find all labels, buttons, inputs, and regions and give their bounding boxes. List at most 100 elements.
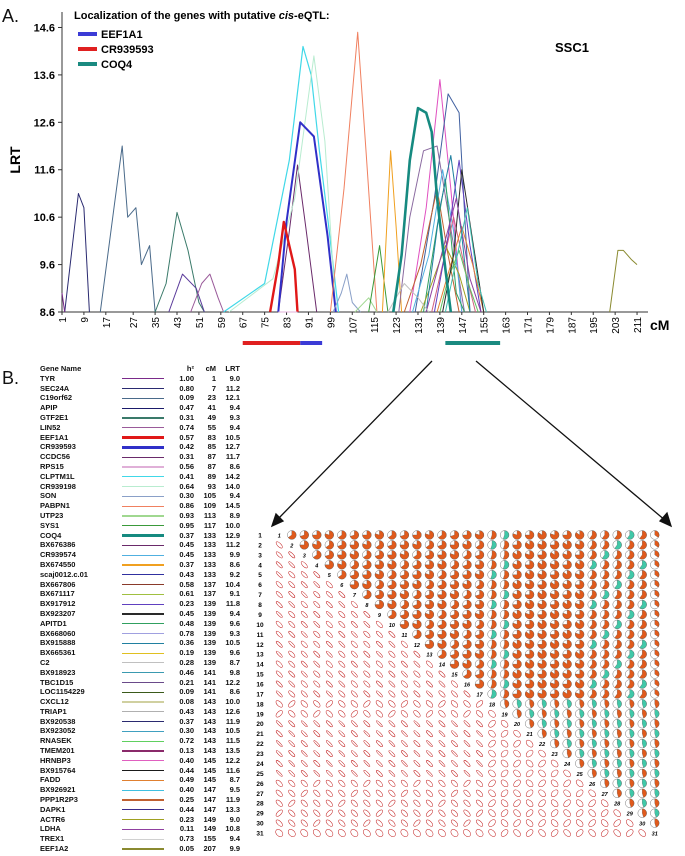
corr-ellipse-cell bbox=[375, 829, 384, 837]
corr-ellipse-cell bbox=[300, 621, 308, 628]
corr-ellipse-cell bbox=[613, 819, 621, 827]
corr-ellipse-cell bbox=[338, 700, 346, 708]
gene-line-swatch bbox=[120, 785, 170, 795]
corr-ellipse-cell bbox=[425, 799, 433, 807]
corr-pie-cell bbox=[487, 570, 497, 580]
corr-pie-cell bbox=[449, 649, 460, 659]
corr-ellipse-cell bbox=[426, 760, 433, 767]
corr-ellipse-cell bbox=[500, 779, 509, 788]
corr-pie-cell bbox=[625, 599, 635, 610]
row-label: 13 bbox=[256, 652, 264, 659]
corr-pie-cell bbox=[637, 629, 647, 639]
corr-pie-cell bbox=[537, 679, 547, 689]
gene-table-header: Gene Name h² cM LRT bbox=[40, 364, 240, 374]
lrt-line-chart: 8.6 9.6 10.6 11.6 12.6 13.6 14.6 1 9 17 27 35 43 51 59… bbox=[7, 10, 669, 345]
corr-ellipse-cell bbox=[275, 551, 283, 559]
gene-cm: 145 bbox=[203, 765, 216, 775]
corr-pie-cell bbox=[462, 570, 472, 580]
corr-pie-cell bbox=[525, 699, 535, 709]
x-tick-label: 99 bbox=[326, 317, 337, 329]
corr-ellipse-cell bbox=[275, 680, 283, 688]
corr-pie-cell bbox=[562, 609, 572, 620]
corr-pie-cell bbox=[449, 540, 460, 550]
corr-pie-cell bbox=[600, 729, 610, 739]
y-tick-label: 9.6 bbox=[40, 260, 55, 272]
corr-pie-cell bbox=[412, 530, 422, 540]
corr-ellipse-cell bbox=[376, 650, 383, 658]
corr-pie-cell bbox=[449, 639, 460, 649]
corr-ellipse-cell bbox=[451, 680, 458, 688]
corr-pie-cell bbox=[512, 699, 522, 709]
corr-pie-cell bbox=[412, 619, 422, 629]
corr-ellipse-cell bbox=[401, 670, 408, 678]
corr-ellipse-cell bbox=[363, 710, 371, 718]
diagonal-label: 30 bbox=[639, 822, 645, 828]
series-line-peak-m bbox=[439, 249, 479, 313]
gene-h2: 0.11 bbox=[179, 824, 194, 834]
corr-ellipse-cell bbox=[413, 720, 421, 728]
row-label: 31 bbox=[256, 831, 264, 838]
gene-line-swatch bbox=[120, 452, 170, 462]
corr-ellipse-cell bbox=[325, 779, 333, 787]
corr-ellipse-cell bbox=[438, 690, 446, 698]
corr-pie-cell bbox=[600, 649, 610, 659]
corr-ellipse-cell bbox=[351, 740, 358, 747]
corr-pie-cell bbox=[575, 560, 585, 570]
corr-ellipse-cell bbox=[325, 591, 333, 598]
chart-series bbox=[61, 31, 638, 313]
corr-pie-cell bbox=[512, 629, 522, 639]
corr-pie-cell bbox=[550, 739, 560, 749]
panel-a-label: A. bbox=[2, 6, 19, 26]
corr-ellipse-cell bbox=[313, 779, 321, 787]
corr-ellipse-cell bbox=[375, 620, 383, 628]
line-sample bbox=[122, 652, 164, 654]
corr-pie-cell bbox=[562, 719, 572, 729]
gene-row: BX668060 0.78 139 9.3 bbox=[40, 629, 240, 639]
gene-row: LDHA 0.11 149 10.8 bbox=[40, 824, 240, 834]
corr-pie-cell bbox=[424, 570, 435, 580]
corr-pie-cell bbox=[612, 768, 622, 778]
corr-ellipse-cell bbox=[338, 690, 346, 698]
line-sample bbox=[122, 544, 164, 546]
corr-pie-cell bbox=[487, 639, 497, 649]
corr-pie-cell bbox=[600, 550, 610, 560]
gene-name: BX926921 bbox=[40, 785, 76, 795]
corr-ellipse-cell bbox=[575, 789, 584, 797]
corr-pie-cell bbox=[387, 560, 397, 570]
series-line-tyr bbox=[61, 292, 66, 313]
corr-pie-cell bbox=[625, 619, 635, 629]
x-tick-label: 17 bbox=[102, 317, 113, 329]
gene-cm: 137 bbox=[203, 579, 216, 589]
corr-ellipse-cell bbox=[525, 819, 534, 827]
corr-pie-cell bbox=[587, 768, 597, 778]
gene-name: EEF1A2 bbox=[40, 844, 69, 854]
gene-row: EEF1A2 0.05 207 9.9 bbox=[40, 844, 240, 854]
corr-ellipse-cell bbox=[338, 650, 346, 658]
gene-cm: 139 bbox=[203, 638, 216, 648]
corr-pie-cell bbox=[650, 669, 660, 679]
corr-pie-cell bbox=[337, 540, 347, 550]
corr-ellipse-cell bbox=[275, 591, 283, 598]
corr-pie-cell bbox=[612, 699, 622, 709]
gene-row: EEF1A1 0.57 83 10.5 bbox=[40, 433, 240, 443]
corr-ellipse-cell bbox=[363, 789, 371, 797]
corr-ellipse-cell bbox=[563, 819, 571, 827]
corr-ellipse-cell bbox=[363, 670, 371, 678]
corr-pie-cell bbox=[625, 798, 635, 808]
series-line-utp23 bbox=[354, 297, 378, 313]
corr-ellipse-cell bbox=[413, 680, 421, 688]
corr-ellipse-cell bbox=[513, 829, 521, 837]
gene-lrt: 11.9 bbox=[225, 795, 240, 805]
corr-ellipse-cell bbox=[338, 670, 346, 678]
corr-pie-cell bbox=[562, 739, 572, 749]
corr-ellipse-cell bbox=[288, 660, 296, 668]
corr-ellipse-cell bbox=[376, 740, 383, 747]
row-label: 10 bbox=[256, 622, 264, 629]
corr-ellipse-cell bbox=[588, 789, 596, 797]
corr-ellipse-cell bbox=[613, 829, 621, 837]
corr-pie-cell bbox=[625, 719, 635, 729]
diagonal-label: 10 bbox=[389, 623, 395, 629]
corr-pie-cell bbox=[462, 649, 472, 659]
gene-cm: 143 bbox=[203, 736, 216, 746]
corr-ellipse-cell bbox=[413, 690, 421, 698]
